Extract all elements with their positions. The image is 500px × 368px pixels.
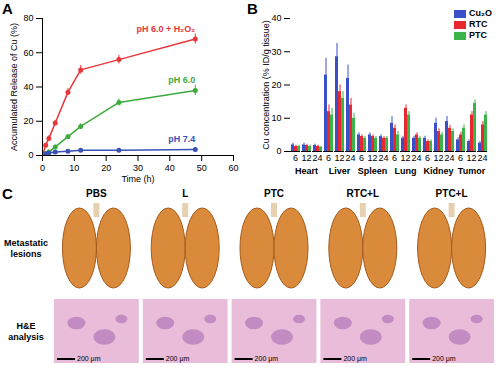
svg-text:200 μm: 200 μm (343, 355, 367, 363)
svg-text:24: 24 (345, 153, 355, 163)
html-text:A: A (2, 0, 13, 17)
svg-text:30: 30 (133, 163, 143, 173)
svg-text:Spleen: Spleen (358, 166, 388, 176)
svg-text:6: 6 (392, 153, 397, 163)
svg-text:20: 20 (23, 116, 33, 126)
svg-text:Lung: Lung (395, 166, 417, 176)
svg-text:PTC+L: PTC+L (436, 188, 468, 199)
svg-text:200 μm: 200 μm (255, 355, 279, 363)
svg-text:200 μm: 200 μm (166, 355, 190, 363)
html-text:C: C (2, 185, 13, 202)
svg-text:20: 20 (101, 163, 111, 173)
svg-text:24: 24 (312, 153, 322, 163)
svg-text:Tumor: Tumor (458, 166, 486, 176)
svg-text:0: 0 (28, 150, 33, 160)
svg-text:6: 6 (359, 153, 364, 163)
svg-text:L: L (182, 188, 188, 199)
svg-text:Metastaticlesions: Metastaticlesions (4, 238, 48, 259)
svg-text:40: 40 (23, 82, 33, 92)
svg-text:6: 6 (293, 153, 298, 163)
svg-text:20: 20 (271, 80, 281, 90)
svg-text:Heart: Heart (295, 166, 318, 176)
svg-text:24: 24 (411, 153, 421, 163)
svg-text:Liver: Liver (329, 166, 351, 176)
svg-text:200 μm: 200 μm (432, 355, 456, 363)
svg-text:12: 12 (334, 153, 344, 163)
svg-text:0: 0 (40, 163, 45, 173)
svg-text:6: 6 (326, 153, 331, 163)
svg-text:12: 12 (301, 153, 311, 163)
svg-text:24: 24 (477, 153, 487, 163)
svg-text:30: 30 (271, 47, 281, 57)
svg-text:6: 6 (425, 153, 430, 163)
svg-text:H&Eanalysis: H&Eanalysis (8, 321, 44, 342)
svg-text:6: 6 (458, 153, 463, 163)
svg-text:60: 60 (228, 163, 238, 173)
svg-text:60: 60 (23, 48, 33, 58)
svg-text:Cu concentration (% ID/g tissu: Cu concentration (% ID/g tissue) (261, 20, 271, 150)
svg-text:24: 24 (378, 153, 388, 163)
svg-text:pH 6.0: pH 6.0 (168, 75, 195, 85)
svg-text:pH 7.4: pH 7.4 (168, 134, 195, 144)
svg-text:Kidney: Kidney (423, 166, 453, 176)
svg-text:0: 0 (276, 146, 281, 156)
svg-text:10: 10 (69, 163, 79, 173)
svg-text:40: 40 (165, 163, 175, 173)
svg-text:12: 12 (433, 153, 443, 163)
svg-text:200 μm: 200 μm (77, 355, 101, 363)
svg-text:pH 6.0 + H₂O₂: pH 6.0 + H₂O₂ (137, 24, 196, 34)
svg-text:40: 40 (271, 13, 281, 23)
svg-text:80: 80 (23, 13, 33, 23)
svg-text:12: 12 (400, 153, 410, 163)
html-text:PTC: PTC (469, 30, 487, 40)
svg-text:12: 12 (367, 153, 377, 163)
svg-text:RTC+L: RTC+L (347, 188, 380, 199)
svg-text:Accumulated Release of Cu (%): Accumulated Release of Cu (%) (9, 23, 19, 151)
svg-text:Time (h): Time (h) (121, 174, 154, 184)
html-text:Cu₂O: Cu₂O (469, 8, 492, 18)
svg-text:PTC: PTC (264, 188, 284, 199)
html-text:B: B (247, 0, 258, 17)
svg-text:12: 12 (466, 153, 476, 163)
svg-text:PBS: PBS (86, 188, 107, 199)
html-text:RTC: RTC (469, 19, 488, 29)
svg-text:50: 50 (197, 163, 207, 173)
svg-text:24: 24 (444, 153, 454, 163)
svg-text:10: 10 (271, 113, 281, 123)
